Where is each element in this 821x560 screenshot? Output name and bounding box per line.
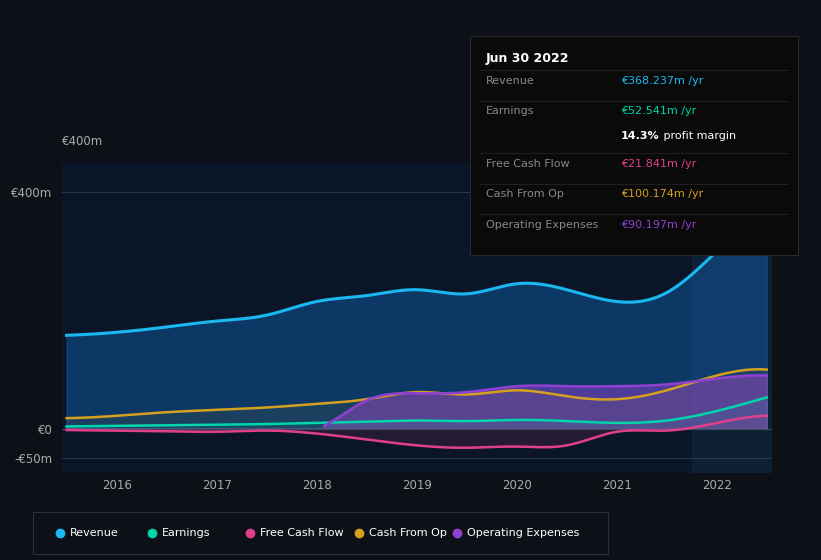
Text: profit margin: profit margin <box>660 132 736 142</box>
Text: Jun 30 2022: Jun 30 2022 <box>486 52 570 65</box>
Text: 14.3%: 14.3% <box>621 132 659 142</box>
Text: Earnings: Earnings <box>163 529 211 538</box>
Text: €400m: €400m <box>62 136 103 148</box>
Text: €52.541m /yr: €52.541m /yr <box>621 106 696 116</box>
Text: €368.237m /yr: €368.237m /yr <box>621 76 703 86</box>
Text: €100.174m /yr: €100.174m /yr <box>621 189 703 199</box>
Text: Earnings: Earnings <box>486 106 534 116</box>
Text: Operating Expenses: Operating Expenses <box>466 529 579 538</box>
Text: Cash From Op: Cash From Op <box>369 529 447 538</box>
Text: Revenue: Revenue <box>71 529 119 538</box>
Text: Free Cash Flow: Free Cash Flow <box>259 529 343 538</box>
Text: Free Cash Flow: Free Cash Flow <box>486 158 570 169</box>
Text: €21.841m /yr: €21.841m /yr <box>621 158 696 169</box>
Bar <box>692 162 796 473</box>
Text: Revenue: Revenue <box>486 76 534 86</box>
Text: €90.197m /yr: €90.197m /yr <box>621 220 696 230</box>
Text: Cash From Op: Cash From Op <box>486 189 564 199</box>
Text: Operating Expenses: Operating Expenses <box>486 220 599 230</box>
